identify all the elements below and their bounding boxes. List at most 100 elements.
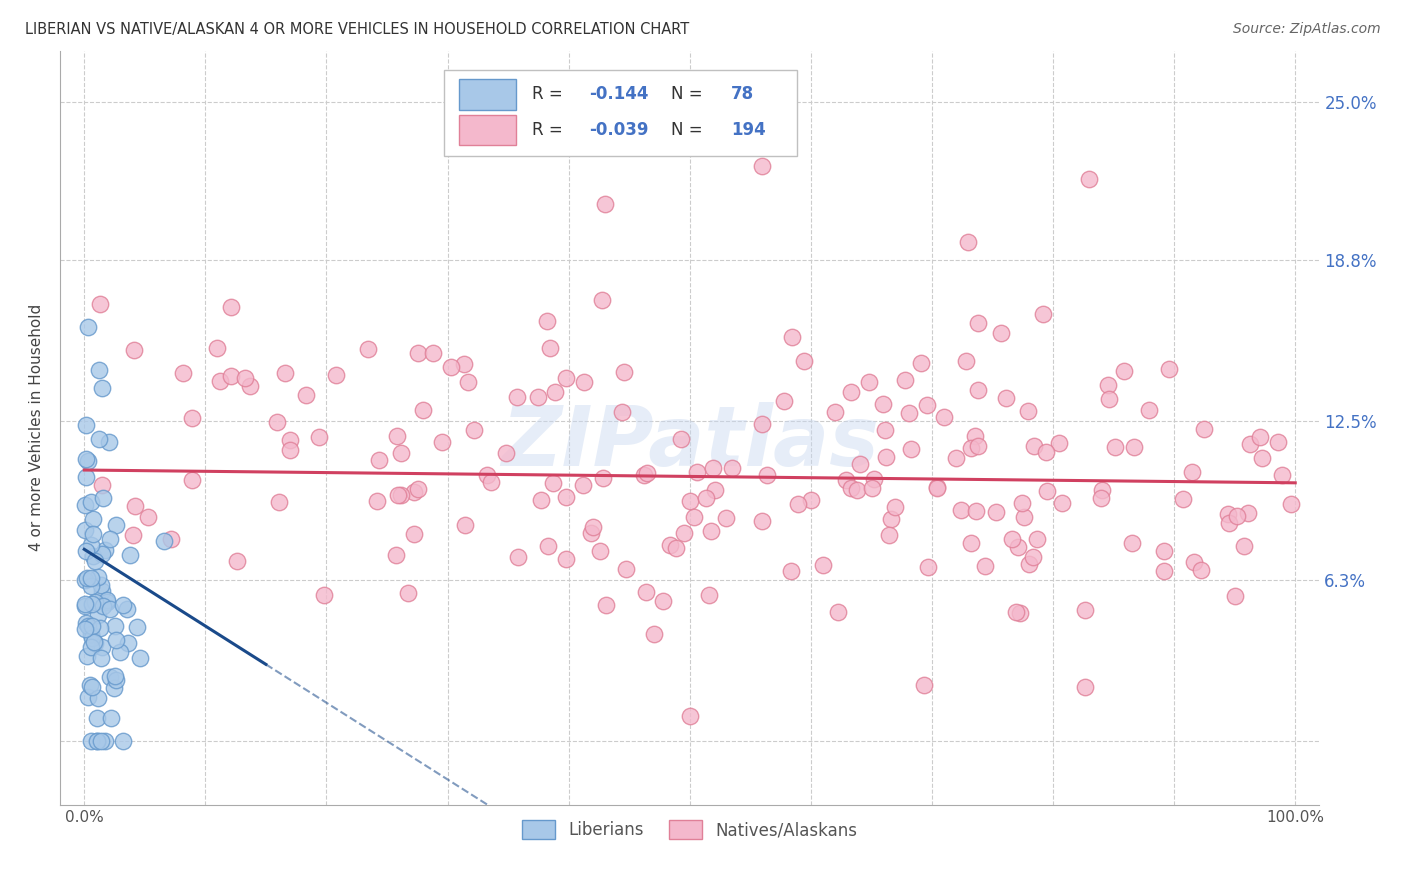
Point bbox=[1239, 437, 1261, 451]
Point bbox=[883, 500, 905, 514]
Point bbox=[96, 595, 118, 609]
Point bbox=[967, 439, 990, 453]
Point bbox=[1104, 440, 1126, 454]
Point bbox=[239, 378, 262, 392]
Point bbox=[172, 366, 194, 380]
Point bbox=[454, 518, 477, 533]
Point bbox=[73, 599, 96, 613]
Point bbox=[87, 363, 110, 377]
Point bbox=[900, 442, 922, 456]
Point bbox=[824, 405, 846, 419]
Point bbox=[1157, 361, 1180, 376]
Point bbox=[872, 397, 894, 411]
Point bbox=[1218, 507, 1240, 521]
FancyBboxPatch shape bbox=[444, 70, 797, 156]
Point bbox=[849, 457, 872, 471]
Point bbox=[990, 326, 1012, 340]
Point bbox=[1097, 377, 1119, 392]
Point bbox=[960, 441, 983, 455]
Point bbox=[1022, 549, 1045, 564]
Point bbox=[77, 619, 100, 633]
Point bbox=[1035, 445, 1057, 459]
Point bbox=[136, 510, 159, 524]
Point bbox=[1014, 509, 1036, 524]
Point bbox=[389, 446, 412, 460]
Point bbox=[100, 711, 122, 725]
Point bbox=[82, 631, 104, 645]
Point bbox=[266, 415, 288, 429]
Point bbox=[90, 547, 112, 561]
Point bbox=[932, 410, 955, 425]
Point bbox=[125, 620, 148, 634]
Point bbox=[75, 573, 97, 587]
Point bbox=[219, 369, 242, 384]
Point bbox=[1090, 491, 1112, 505]
Point bbox=[945, 450, 967, 465]
Point bbox=[721, 461, 744, 475]
Point bbox=[571, 478, 593, 492]
Point bbox=[1123, 441, 1146, 455]
Point bbox=[453, 357, 475, 371]
Point bbox=[592, 470, 614, 484]
Point bbox=[124, 500, 146, 514]
Point bbox=[96, 592, 118, 607]
Text: -0.144: -0.144 bbox=[589, 86, 648, 103]
Point bbox=[387, 488, 409, 502]
Point bbox=[1223, 589, 1246, 603]
Point bbox=[180, 411, 202, 425]
Point bbox=[90, 578, 112, 592]
Point bbox=[858, 375, 880, 389]
Point bbox=[73, 622, 96, 636]
Point bbox=[83, 595, 105, 609]
Point bbox=[1001, 532, 1024, 546]
Point bbox=[103, 681, 125, 696]
Point bbox=[700, 524, 723, 538]
Point bbox=[430, 435, 453, 450]
Point bbox=[1271, 467, 1294, 482]
Point bbox=[1022, 439, 1045, 453]
Point bbox=[75, 469, 97, 483]
Point bbox=[75, 615, 97, 630]
Point bbox=[75, 418, 97, 433]
Point bbox=[406, 482, 429, 496]
Point bbox=[208, 374, 231, 388]
Point bbox=[756, 468, 779, 483]
Point bbox=[582, 520, 605, 534]
Point bbox=[779, 564, 801, 578]
Point bbox=[633, 468, 655, 483]
Point bbox=[527, 390, 550, 404]
Point bbox=[80, 572, 103, 586]
Point bbox=[894, 373, 917, 387]
Point bbox=[89, 621, 111, 635]
Point bbox=[966, 384, 988, 398]
Point bbox=[76, 454, 98, 468]
Point bbox=[714, 510, 737, 524]
Point bbox=[863, 472, 886, 486]
Point bbox=[80, 537, 103, 551]
Point bbox=[1074, 603, 1097, 617]
Point bbox=[108, 644, 131, 658]
Point bbox=[955, 354, 977, 368]
Point bbox=[679, 493, 702, 508]
Text: R =: R = bbox=[533, 121, 568, 139]
Point bbox=[915, 398, 938, 412]
Text: R =: R = bbox=[533, 86, 568, 103]
Point bbox=[402, 526, 425, 541]
Text: N =: N = bbox=[671, 121, 707, 139]
Text: Source: ZipAtlas.com: Source: ZipAtlas.com bbox=[1233, 22, 1381, 37]
Point bbox=[704, 483, 727, 497]
Point bbox=[1249, 430, 1271, 444]
Point bbox=[555, 371, 578, 385]
Point bbox=[457, 376, 479, 390]
Point bbox=[408, 345, 430, 359]
Point bbox=[595, 598, 617, 612]
Text: -0.039: -0.039 bbox=[589, 121, 648, 139]
Point bbox=[267, 495, 290, 509]
Point bbox=[80, 494, 103, 508]
Point bbox=[1098, 392, 1121, 406]
Point bbox=[957, 235, 980, 250]
Point bbox=[495, 446, 517, 460]
Y-axis label: 4 or more Vehicles in Household: 4 or more Vehicles in Household bbox=[30, 304, 44, 551]
Point bbox=[389, 488, 412, 502]
Point bbox=[966, 316, 988, 330]
